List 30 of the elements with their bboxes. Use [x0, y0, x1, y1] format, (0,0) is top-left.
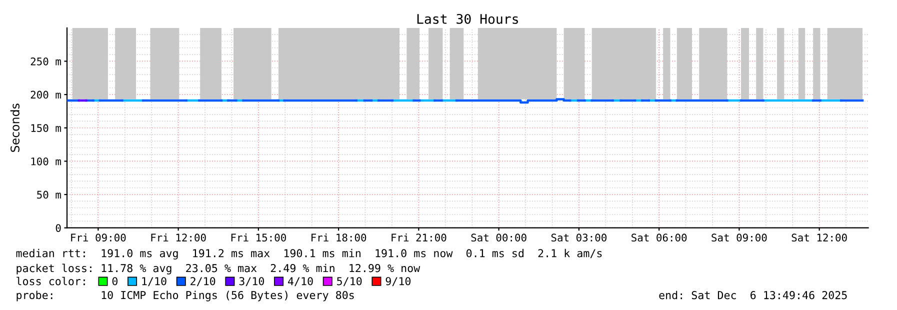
- x-tick-label: Fri 18:00: [312, 233, 366, 242]
- x-tick-label: Sat 06:00: [632, 234, 687, 242]
- text: median rtt: 191.0 ms avg 191.2 ms max 190.1 ms min 191.0 ms now 0.1 ms sd 2.1 k am/s: [16, 248, 602, 260]
- legend-title: loss color:: [16, 276, 85, 286]
- text: end: Sat Dec 6 13:49:46 2025: [659, 290, 847, 300]
- x-tick-label: Sat 09:00: [712, 234, 767, 242]
- legend-label: 4/10: [288, 277, 313, 286]
- legend-label: 0: [112, 277, 118, 286]
- x-tick-label: Fri 12:00: [151, 233, 206, 242]
- x-tick-label: Sat 03:00: [551, 234, 606, 242]
- y-tick-label: 200 m: [30, 90, 61, 99]
- legend-label: 9/10: [386, 277, 411, 286]
- legend-label: 2/10: [190, 277, 216, 286]
- y-tick-label: 0: [56, 224, 61, 232]
- legend-label: 1/10: [142, 277, 166, 286]
- x-tick-label: Fri 21:00: [392, 233, 446, 242]
- x-tick-label: Fri 15:00: [231, 233, 286, 242]
- chart-title: Last 30 Hours: [417, 14, 518, 24]
- text: packet loss: 11.78 % avg 23.05 % max 2.49 % min 12.99 % now: [16, 264, 420, 274]
- legend-label: 3/10: [239, 277, 264, 286]
- y-tick-label: 100 m: [31, 157, 61, 166]
- x-tick-label: Sat 00:00: [471, 234, 526, 242]
- y-tick-label: 250 m: [30, 57, 61, 66]
- legend-label: 5/10: [337, 277, 362, 286]
- y-axis-title: Seconds: [10, 104, 20, 152]
- x-tick-label: Sat 12:00: [792, 234, 847, 242]
- text: probe: 10 ICMP Echo Pings (56 Bytes) every 80s: [16, 290, 354, 302]
- y-tick-label: 50 m: [37, 190, 61, 199]
- y-tick-label: 150 m: [31, 124, 61, 132]
- x-tick-label: Fri 09:00: [71, 233, 126, 242]
